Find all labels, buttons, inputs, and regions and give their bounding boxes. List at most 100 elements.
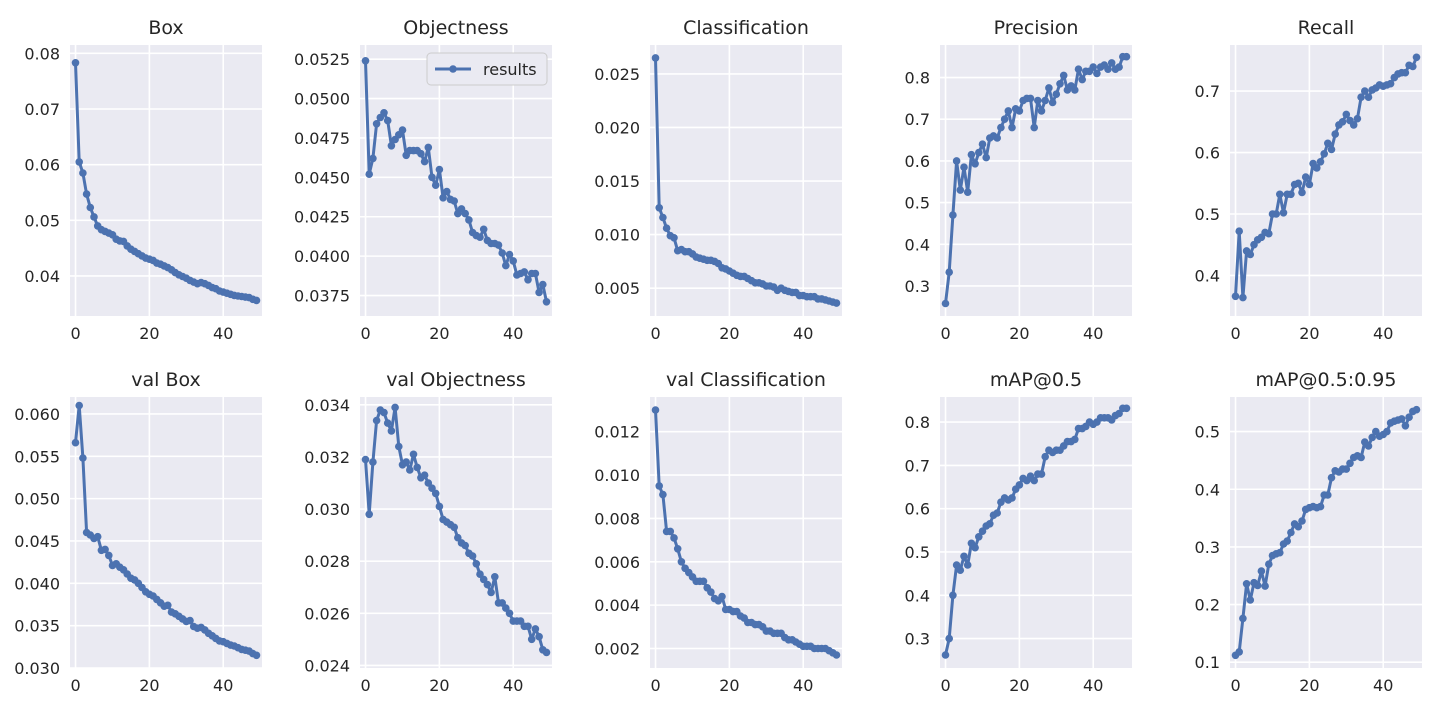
chart-objectness-point <box>461 209 470 218</box>
chart-box-point <box>82 190 91 198</box>
chart-precision-point <box>997 123 1005 132</box>
chart-precision-point <box>1045 84 1053 92</box>
chart-precision-point <box>952 157 961 165</box>
chart-precision-point <box>1056 80 1064 88</box>
chart-recall-x-tick-label: 20 <box>1299 324 1319 343</box>
chart-objectness-point <box>465 216 473 224</box>
chart-val-box-x-tick-label: 0 <box>70 676 80 695</box>
chart-map-at-0-5-0-95-point <box>1357 453 1365 462</box>
chart-map-at-0-5-0-95-point <box>1294 522 1303 531</box>
chart-precision-x-tick-label: 20 <box>1009 324 1029 343</box>
chart-map-at-0-5-0-95-point <box>1342 465 1351 473</box>
chart-val-objectness-point <box>505 609 514 618</box>
chart-val-box-y-tick-label: 0.045 <box>14 532 60 551</box>
chart-precision-point <box>1093 69 1101 78</box>
chart-map-at-0-5-point <box>1008 494 1016 502</box>
chart-map-at-0-5-0-95-point <box>1239 614 1247 623</box>
chart-map-at-0-5-0-95-point <box>1412 405 1421 414</box>
chart-val-classification-point <box>718 592 726 601</box>
chart-objectness-point <box>369 154 377 163</box>
chart-map-at-0-5-point <box>949 591 957 600</box>
chart-val-objectness-y-tick-label: 0.034 <box>304 396 350 415</box>
chart-val-box-y-tick-label: 0.040 <box>14 574 60 593</box>
chart-map-at-0-5-x-tick-label: 40 <box>1083 676 1103 695</box>
chart-classification-point <box>659 213 667 222</box>
chart-map-at-0-5-0-95-point <box>1346 459 1354 468</box>
chart-precision-point <box>956 186 965 194</box>
chart-val-box-title: val Box <box>131 369 201 391</box>
chart-recall-point <box>1287 190 1295 199</box>
chart-val-objectness-x-tick-label: 40 <box>503 676 523 695</box>
chart-precision-point <box>949 211 957 219</box>
chart-recall-point <box>1342 110 1351 119</box>
chart-box-x-tick-label: 40 <box>213 324 233 343</box>
chart-val-classification-point <box>651 406 660 414</box>
chart-precision-y-tick-label: 0.4 <box>905 235 930 254</box>
chart-precision-point <box>1004 107 1013 115</box>
chart-recall-point <box>1313 164 1321 172</box>
chart-objectness-point <box>435 165 444 174</box>
chart-map-at-0-5-point <box>971 543 979 552</box>
chart-map-at-0-5-0-95-x-tick-label: 0 <box>1230 676 1240 695</box>
chart-objectness-point <box>431 181 440 189</box>
chart-map-at-0-5-0-95-point <box>1324 491 1332 499</box>
chart-box-point <box>79 169 87 177</box>
chart-map-at-0-5-point <box>993 509 1001 517</box>
chart-box-y-tick-label: 0.07 <box>24 100 60 119</box>
chart-precision-point <box>1034 96 1042 105</box>
chart-val-classification: val Classification 0 20 40 0.002 0.004 0.006 0.… <box>594 369 842 695</box>
chart-classification-y-tick-label: 0.015 <box>594 172 640 191</box>
chart-map-at-0-5-0-95-point <box>1283 537 1291 545</box>
chart-map-at-0-5-0-95-point <box>1235 648 1243 656</box>
chart-precision-x-tick-label: 40 <box>1083 324 1103 343</box>
chart-precision-point <box>975 148 983 157</box>
chart-objectness-y-tick-label: 0.0450 <box>294 168 350 187</box>
chart-map-at-0-5-0-95-point <box>1257 567 1266 575</box>
chart-val-objectness-y-tick-label: 0.030 <box>304 500 350 519</box>
chart-val-box-point <box>75 401 83 410</box>
chart-val-objectness-point <box>406 466 414 474</box>
chart-recall-title: Recall <box>1298 17 1355 39</box>
chart-classification-x-tick-label: 20 <box>719 324 739 343</box>
chart-val-objectness-point <box>361 455 370 464</box>
chart-val-classification-point <box>677 558 686 566</box>
chart-val-objectness-point <box>383 419 392 427</box>
chart-val-objectness-point <box>372 416 381 425</box>
chart-precision-point <box>1008 123 1016 132</box>
chart-objectness-point <box>509 257 517 265</box>
chart-recall-point <box>1361 87 1369 95</box>
chart-recall-point <box>1305 180 1314 189</box>
chart-val-classification-x-tick-label: 0 <box>650 676 660 695</box>
chart-val-objectness-x-tick-label: 0 <box>360 676 370 695</box>
chart-map-at-0-5-0-95-y-tick-label: 0.1 <box>1195 653 1220 672</box>
chart-val-objectness-x-tick-label: 20 <box>429 676 449 695</box>
chart-recall-point <box>1412 53 1421 62</box>
chart-precision-point <box>1000 115 1009 123</box>
chart-recall-y-tick-label: 0.5 <box>1195 205 1220 224</box>
chart-objectness-point <box>365 170 374 178</box>
chart-recall-point <box>1349 121 1358 129</box>
chart-val-classification-point <box>707 588 715 596</box>
chart-classification-point <box>670 234 678 242</box>
chart-map-at-0-5-y-tick-label: 0.7 <box>905 456 930 475</box>
chart-objectness-point <box>498 249 507 257</box>
chart-val-box-panel <box>70 397 262 668</box>
chart-recall-point <box>1235 227 1243 235</box>
chart-precision-point <box>1030 123 1038 132</box>
chart-objectness-point <box>524 276 532 284</box>
chart-val-objectness-point <box>395 442 403 451</box>
chart-val-objectness-point <box>387 427 396 435</box>
chart-classification-point <box>832 299 841 307</box>
chart-objectness-y-tick-label: 0.0525 <box>294 50 350 69</box>
chart-box-x-tick-label: 0 <box>70 324 80 343</box>
chart-val-classification-point <box>655 482 663 490</box>
chart-objectness-x-tick-label: 20 <box>429 324 449 343</box>
chart-map-at-0-5-0-95-point <box>1327 473 1336 482</box>
chart-map-at-0-5-0-95-x-tick-label: 40 <box>1373 676 1393 695</box>
chart-precision-point <box>1074 65 1083 73</box>
chart-precision: Precision 0 20 40 0.3 0.4 0.5 0.6 0.7 0.8 <box>905 17 1132 343</box>
chart-objectness-legend: results <box>426 52 548 86</box>
chart-val-classification-y-tick-label: 0.004 <box>594 596 640 615</box>
chart-map-at-0-5-0-95-point <box>1368 433 1376 442</box>
